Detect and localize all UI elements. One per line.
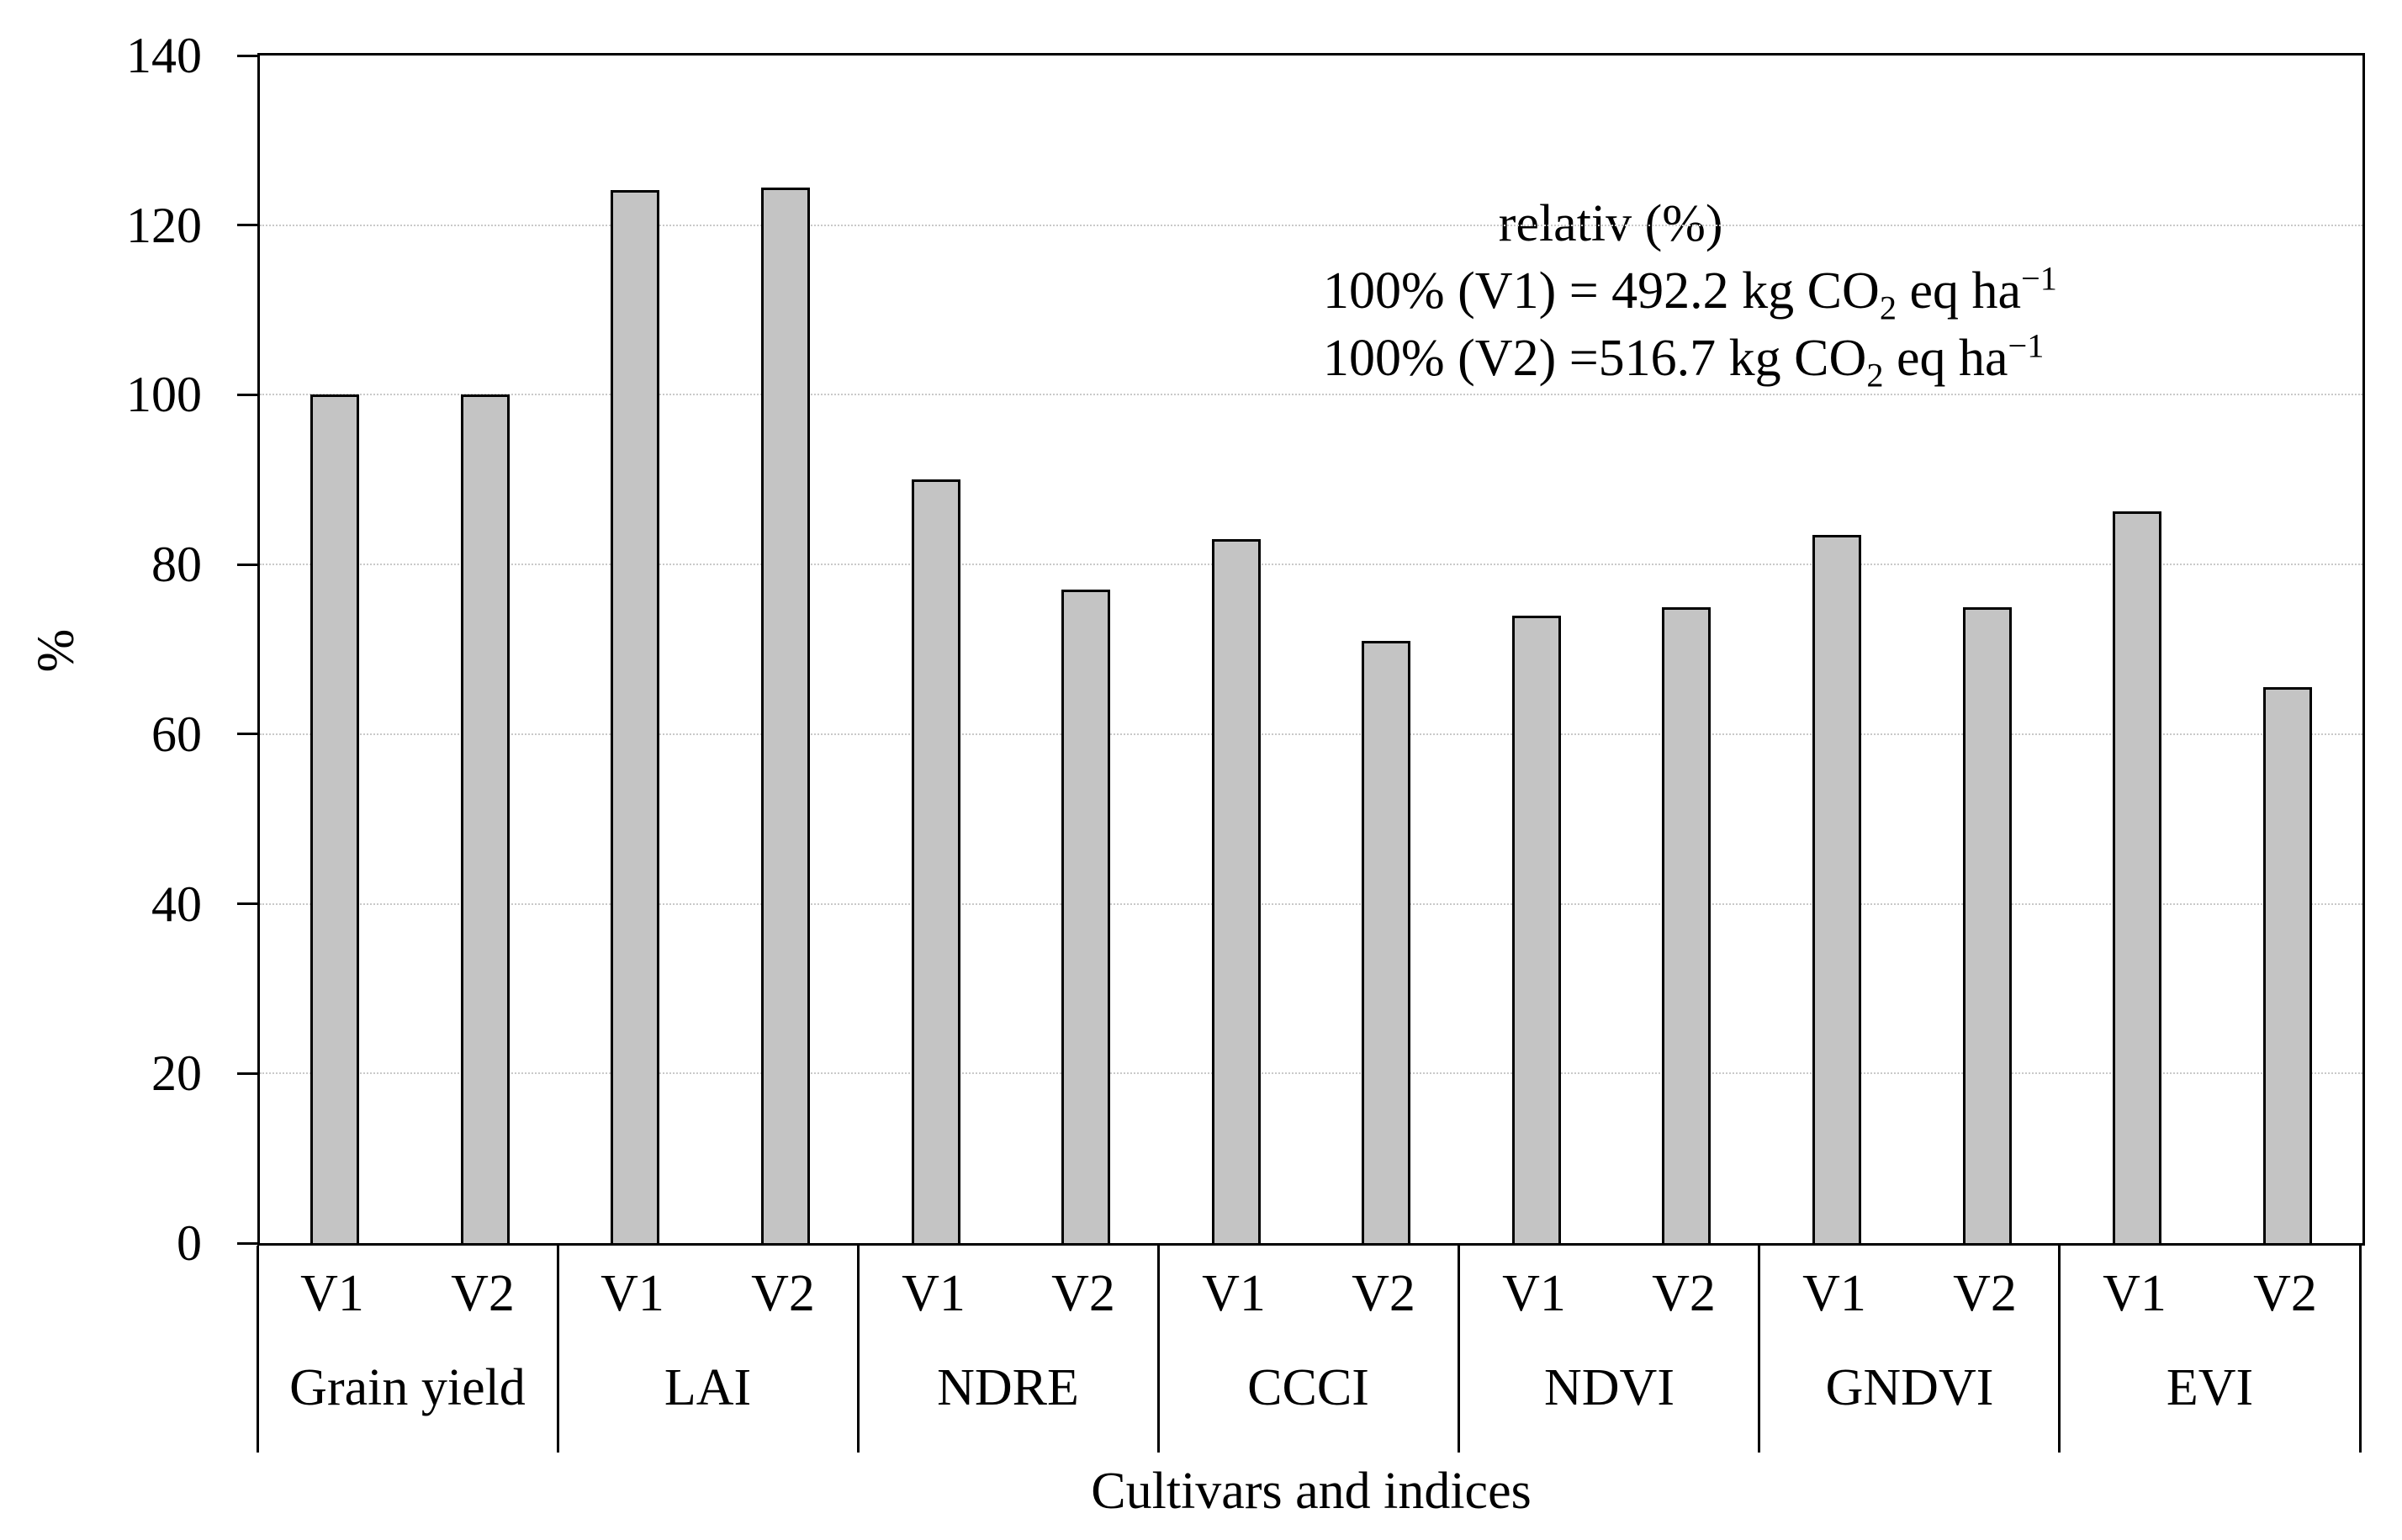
annotation-v2-subscript: 2 [1866, 356, 1884, 394]
bar-lai-V2 [761, 188, 810, 1243]
bar-lai-V1 [611, 190, 659, 1243]
bar-ccci-V1 [1212, 539, 1261, 1243]
bar-label-grain-yield-V2: V2 [451, 1265, 515, 1322]
plot-area: relativ (%) 100% (V1) = 492.2 kg CO2 eq … [237, 53, 2365, 1246]
bar-label-lai-V2: V2 [751, 1265, 815, 1322]
annotation-v2-mid: eq ha [1883, 330, 2008, 387]
y-tick-0 [237, 1241, 257, 1245]
annotation-v1-text: 100% (V1) = 492.2 kg CO [1323, 262, 1880, 320]
group-divider-0 [257, 1246, 259, 1453]
group-divider-6 [2058, 1246, 2061, 1453]
bar-ndre-V2 [1061, 590, 1110, 1243]
group-divider-2 [857, 1246, 860, 1453]
bar-gndvi-V2 [1963, 607, 2012, 1243]
group-divider-3 [1157, 1246, 1160, 1453]
group-label-ccci: CCCI [1247, 1359, 1369, 1416]
y-axis-tick-labels: 0 20 40 60 80 100 120 140 [0, 0, 202, 1540]
annotation-line-v2: 100% (V2) =516.7 kg CO2 eq ha−1 [1323, 325, 2315, 392]
gridline-60 [260, 733, 2362, 735]
y-tick-label-80: 80 [151, 537, 202, 593]
group-label-ndre: NDRE [937, 1359, 1079, 1416]
bar-ccci-V2 [1362, 641, 1410, 1243]
y-tick-label-120: 120 [126, 197, 202, 253]
bar-label-ndvi-V2: V2 [1652, 1265, 1716, 1322]
bar-label-ccci-V1: V1 [1202, 1265, 1266, 1322]
bar-label-lai-V1: V1 [600, 1265, 664, 1322]
group-divider-4 [1458, 1246, 1460, 1453]
bar-label-evi-V1: V1 [2103, 1265, 2167, 1322]
bar-label-gndvi-V2: V2 [1953, 1265, 2017, 1322]
bar-ndre-V1 [912, 479, 960, 1243]
y-tick-label-60: 60 [151, 706, 202, 762]
bar-evi-V1 [2113, 511, 2161, 1243]
annotation-v1-superscript: −1 [2021, 259, 2057, 298]
y-tick-label-0: 0 [177, 1215, 202, 1271]
x-axis-title: Cultivars and indices [1091, 1463, 1532, 1520]
annotation-v2-superscript: −1 [2008, 326, 2045, 365]
annotation-v2-text: 100% (V2) =516.7 kg CO [1323, 330, 1867, 387]
group-label-evi: EVI [2166, 1359, 2254, 1416]
y-tick-label-140: 140 [126, 28, 202, 83]
y-tick-label-40: 40 [151, 876, 202, 932]
bar-ndvi-V1 [1512, 616, 1561, 1243]
gridline-80 [260, 564, 2362, 566]
bar-evi-V2 [2263, 687, 2312, 1243]
y-tick-label-20: 20 [151, 1045, 202, 1102]
y-tick-80 [237, 563, 257, 566]
bar-label-ndvi-V1: V1 [1502, 1265, 1566, 1322]
gridline-100 [260, 394, 2362, 396]
bar-label-ccci-V2: V2 [1352, 1265, 1415, 1322]
bar-label-evi-V2: V2 [2253, 1265, 2317, 1322]
gridline-20 [260, 1072, 2362, 1075]
group-divider-7 [2359, 1246, 2362, 1453]
gridline-40 [260, 902, 2362, 905]
bar-label-grain-yield-V1: V1 [300, 1265, 364, 1322]
bar-gndvi-V1 [1812, 535, 1861, 1243]
bar-label-ndre-V1: V1 [902, 1265, 966, 1322]
bar-grain-yield-V2 [461, 394, 510, 1243]
category-axis: V1 V2 Grain yield V1 V2 LAI V1 V2 NDRE V1 V2 CCCI V1… [257, 1246, 2365, 1453]
group-label-gndvi: GNDVI [1825, 1359, 1994, 1416]
y-tick-60 [237, 733, 257, 736]
group-label-lai: LAI [664, 1359, 752, 1416]
y-tick-100 [237, 393, 257, 396]
group-label-ndvi: NDVI [1544, 1359, 1675, 1416]
annotation: relativ (%) 100% (V1) = 492.2 kg CO2 eq … [1323, 190, 2315, 392]
y-tick-20 [237, 1072, 257, 1075]
group-divider-5 [1758, 1246, 1760, 1453]
annotation-v1-mid: eq ha [1896, 262, 2022, 320]
annotation-title: relativ (%) [1498, 195, 1723, 252]
y-tick-40 [237, 902, 257, 906]
gridline-120 [260, 224, 2362, 226]
bar-ndvi-V2 [1662, 607, 1711, 1243]
group-divider-1 [557, 1246, 559, 1453]
bar-grain-yield-V1 [310, 394, 359, 1243]
bar-label-gndvi-V1: V1 [1802, 1265, 1866, 1322]
annotation-line-v1: 100% (V1) = 492.2 kg CO2 eq ha−1 [1323, 257, 2315, 325]
group-label-grain-yield: Grain yield [289, 1359, 526, 1416]
annotation-v1-subscript: 2 [1879, 288, 1897, 327]
y-tick-label-100: 100 [126, 367, 202, 423]
y-tick-120 [237, 224, 257, 227]
bar-label-ndre-V2: V2 [1051, 1265, 1115, 1322]
y-tick-140 [237, 54, 257, 57]
